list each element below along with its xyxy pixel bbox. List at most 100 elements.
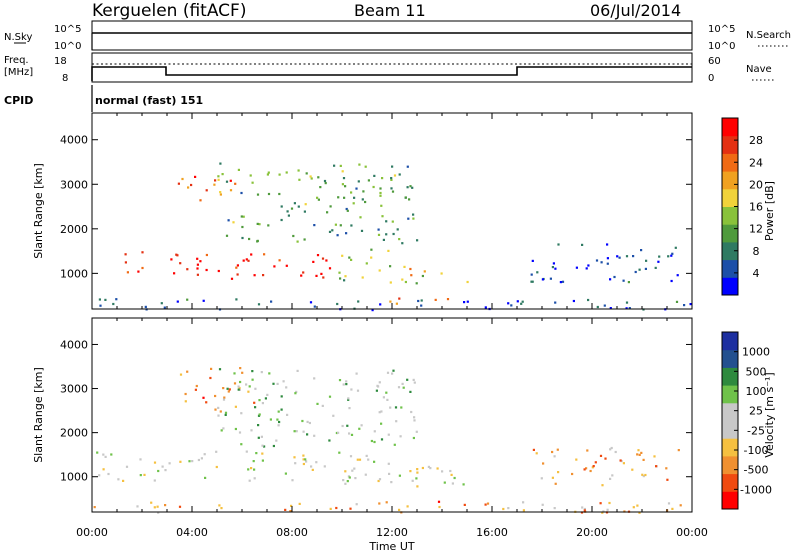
data-cell (638, 268, 641, 271)
data-cell (531, 259, 534, 262)
data-cell (349, 455, 353, 458)
data-cell (462, 483, 465, 486)
data-cell (344, 185, 347, 188)
data-cell (622, 279, 625, 282)
data-cell (199, 260, 202, 263)
data-cell (215, 465, 218, 469)
colorbar-swatch (722, 385, 738, 404)
colorbar-tick-label: 25 (749, 405, 763, 418)
data-cell (638, 511, 641, 514)
data-cell (234, 182, 237, 185)
data-cell (102, 453, 105, 456)
data-cell (247, 468, 250, 471)
velocity-data-cells (93, 367, 682, 514)
data-cell (331, 229, 334, 232)
data-cell (397, 386, 401, 389)
data-cell (689, 303, 692, 306)
y-tick-label: 1000 (60, 267, 88, 280)
data-cell (357, 180, 360, 183)
data-cell (144, 305, 147, 308)
data-cell (306, 420, 309, 423)
data-cell (541, 503, 544, 506)
station-title: Kerguelen (fitACF) (92, 1, 246, 21)
data-cell (285, 171, 288, 174)
data-cell (275, 439, 278, 442)
data-cell (352, 202, 355, 205)
data-cell (449, 469, 452, 473)
data-cell (290, 504, 293, 507)
data-cell (385, 501, 388, 504)
data-cell (196, 263, 199, 266)
data-cell (260, 435, 263, 438)
data-cell (278, 259, 281, 262)
data-cell (286, 413, 289, 416)
data-cell (348, 407, 351, 410)
data-cell (355, 372, 358, 375)
data-cell (484, 306, 487, 309)
data-cell (356, 458, 359, 461)
data-cell (354, 477, 357, 480)
data-cell (381, 215, 384, 218)
data-cell (463, 301, 466, 304)
data-cell (655, 465, 658, 468)
data-cell (367, 458, 370, 461)
cpid-label: CPID (4, 94, 33, 107)
data-cell (345, 232, 348, 235)
data-cell (344, 275, 347, 278)
data-cell (334, 223, 337, 226)
data-cell (310, 177, 313, 180)
data-cell (401, 382, 404, 385)
data-cell (347, 397, 350, 400)
colorbar-tick-label: -500 (744, 464, 769, 477)
data-cell (228, 388, 231, 391)
data-cell (402, 386, 405, 389)
data-cell (278, 420, 281, 424)
data-cell (247, 390, 250, 393)
data-cell (234, 405, 237, 408)
data-cell (316, 196, 319, 199)
data-cell (258, 223, 261, 226)
data-cell (362, 190, 365, 193)
data-cell (429, 467, 432, 470)
data-cell (398, 508, 401, 511)
y-tick-label: 3000 (60, 178, 88, 191)
data-cell (284, 508, 287, 511)
data-cell (625, 301, 629, 304)
data-cell (225, 180, 229, 183)
data-cell (196, 273, 199, 276)
data-cell (642, 458, 645, 461)
data-cell (441, 470, 444, 473)
data-cell (110, 453, 113, 456)
data-cell (421, 274, 424, 278)
data-cell (311, 468, 314, 471)
data-cell (321, 257, 325, 260)
data-cell (242, 259, 245, 262)
data-cell (238, 386, 241, 390)
colorbar-swatch (722, 118, 738, 137)
data-cell (531, 280, 534, 283)
y-tick-label: 4000 (60, 338, 88, 351)
data-cell (245, 450, 248, 453)
data-cell (196, 257, 199, 260)
data-cell (601, 511, 604, 514)
data-cell (220, 507, 223, 510)
data-cell (378, 502, 381, 505)
data-cell (303, 238, 306, 241)
data-cell (408, 198, 411, 201)
data-cell (164, 469, 167, 472)
data-cell (294, 392, 297, 395)
data-cell (316, 402, 319, 405)
data-cell (297, 205, 300, 208)
data-cell (202, 299, 205, 302)
data-cell (361, 198, 364, 201)
data-cell (316, 254, 320, 257)
data-cell (361, 276, 364, 279)
data-cell (387, 433, 390, 436)
x-tick-label: 08:00 (276, 526, 308, 539)
data-cell (217, 414, 220, 417)
data-cell (343, 279, 346, 282)
data-cell (415, 477, 418, 480)
data-cell (606, 243, 609, 246)
data-cell (319, 186, 322, 189)
data-cell (551, 266, 554, 269)
